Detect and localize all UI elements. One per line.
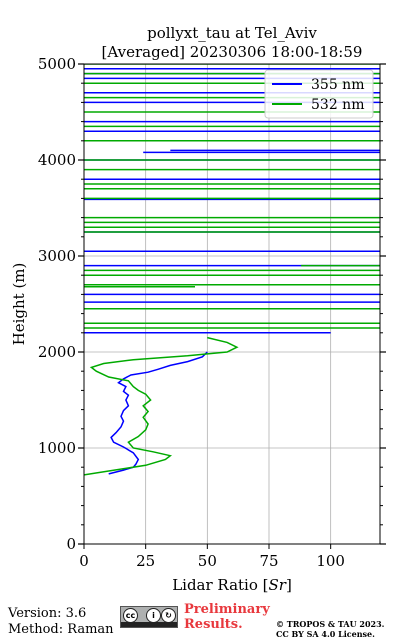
x-tick-label: 75 (259, 552, 278, 570)
legend-label-532: 532 nm (311, 97, 364, 113)
preliminary-notice: Preliminary Results. (184, 602, 270, 632)
legend-label-355: 355 nm (311, 77, 364, 93)
copyright-line2: CC BY SA 4.0 License. (276, 629, 375, 639)
copyright-line1: © TROPOS & TAU 2023. (276, 619, 385, 629)
y-tick-label: 1000 (38, 439, 76, 457)
y-tick-label: 3000 (38, 247, 76, 265)
chart-title-line1: pollyxt_tau at Tel_Aviv (147, 24, 317, 42)
y-tick-label: 2000 (38, 343, 76, 361)
y-tick-label: 5000 (38, 55, 76, 73)
lidar-ratio-chart: pollyxt_tau at Tel_Aviv [Averaged] 20230… (10, 24, 386, 594)
x-tick-label: 50 (198, 552, 217, 570)
y-axis-label: Height (m) (10, 263, 28, 346)
x-axis-label: Lidar Ratio [Sr] (172, 576, 292, 594)
axes (78, 63, 386, 549)
chart-title-line2: [Averaged] 20230306 18:00-18:59 (102, 43, 363, 61)
method-text: Method: Raman (8, 622, 114, 637)
footer-info: Version: 3.6 Method: Raman (8, 606, 114, 638)
legend-box (264, 69, 374, 119)
plot-frame (83, 63, 381, 545)
series-355-nm-profile (108, 351, 208, 475)
x-tick-label: 25 (136, 552, 155, 570)
legend: 355 nm 532 nm (264, 69, 374, 119)
x-tick-label: 100 (316, 552, 345, 570)
prelim-line1: Preliminary (184, 602, 270, 617)
x-tick-label: 0 (79, 552, 89, 570)
version-text: Version: 3.6 (8, 606, 87, 621)
series-layer (84, 64, 380, 476)
y-tick-label: 4000 (38, 151, 76, 169)
y-tick-label: 0 (66, 535, 76, 553)
cc-by-sa-icon: cc i ↻ (120, 606, 178, 628)
copyright-notice: © TROPOS & TAU 2023. CC BY SA 4.0 Licens… (276, 619, 384, 639)
prelim-line2: Results. (184, 617, 243, 632)
grid (83, 63, 380, 545)
series-532-nm-profile (84, 336, 239, 476)
